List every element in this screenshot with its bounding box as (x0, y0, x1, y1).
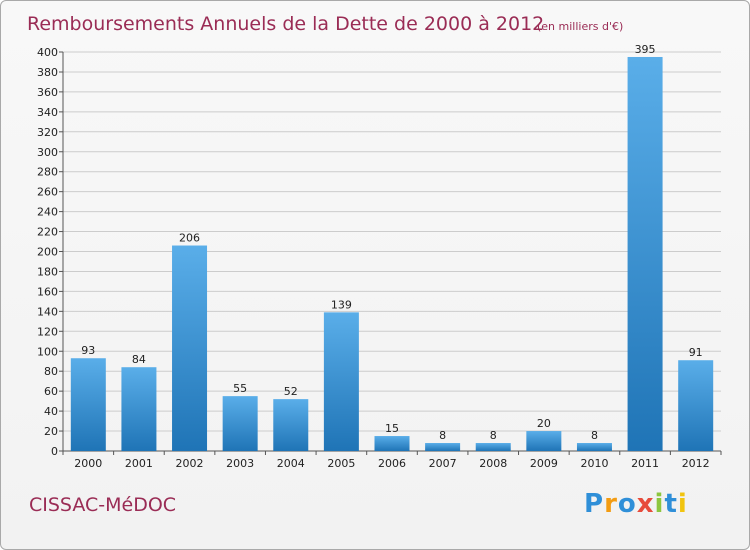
data-label-2009: 20 (537, 417, 551, 430)
commune-name: CISSAC-MéDOC (29, 494, 177, 516)
bar-2000 (70, 358, 106, 451)
x-tick-label: 2009 (530, 457, 558, 470)
x-tick-label: 2007 (429, 457, 457, 470)
data-label-2007: 8 (439, 429, 446, 442)
y-tick-label: 140 (37, 305, 58, 318)
y-tick-label: 0 (51, 445, 58, 458)
y-tick-label: 220 (37, 226, 58, 239)
bar-2007 (425, 443, 461, 451)
grid (63, 51, 721, 452)
x-tick-label: 2002 (176, 457, 204, 470)
y-tick-label: 60 (44, 385, 58, 398)
data-label-2012: 91 (689, 346, 703, 359)
y-tick-label: 80 (44, 365, 58, 378)
logo-letter: o (617, 489, 637, 519)
bar-2001 (121, 367, 157, 451)
x-tick-label: 2005 (327, 457, 355, 470)
bar-2004 (273, 399, 309, 451)
data-label-2003: 55 (233, 382, 247, 395)
x-tick-label: 2010 (580, 457, 608, 470)
bar-2012 (678, 360, 714, 451)
x-tick-label: 2011 (631, 457, 659, 470)
y-tick-label: 120 (37, 325, 58, 338)
data-label-2011: 395 (635, 43, 656, 56)
logo-letter: x (636, 489, 655, 519)
y-tick-label: 360 (37, 86, 58, 99)
data-label-2004: 52 (284, 385, 298, 398)
y-tick-label: 260 (37, 186, 58, 199)
y-tick-label: 380 (37, 66, 58, 79)
logo-letter: i (677, 489, 688, 519)
bar-2006 (374, 436, 410, 451)
data-label-2005: 139 (331, 298, 352, 311)
x-tick-label: 2000 (74, 457, 102, 470)
x-tick-label: 2004 (277, 457, 305, 470)
bar-2005 (323, 312, 359, 451)
chart-title: Remboursements Annuels de la Dette de 20… (27, 13, 544, 35)
chart-subtitle: (en milliers d'€) (537, 20, 623, 33)
y-tick-label: 340 (37, 106, 58, 119)
bar-2002 (172, 245, 208, 451)
data-label-2008: 8 (490, 429, 497, 442)
x-tick-label: 2006 (378, 457, 406, 470)
y-tick-label: 160 (37, 285, 58, 298)
x-axis: 2000 2001 2002 2003 2004 2005 2006 2007 2008 2009… (62, 451, 722, 470)
bar-2011 (627, 56, 663, 452)
y-tick-label: 100 (37, 345, 58, 358)
bar-2008 (475, 443, 511, 451)
y-tick-label: 240 (37, 206, 58, 219)
x-tick-label: 2008 (479, 457, 507, 470)
y-tick-label: 300 (37, 146, 58, 159)
logo-letter: t (664, 489, 678, 519)
x-tick-label: 2001 (125, 457, 153, 470)
y-tick-label: 180 (37, 265, 58, 278)
bar-2010 (576, 443, 612, 451)
x-tick-label: 2003 (226, 457, 254, 470)
y-tick-label: 320 (37, 126, 58, 139)
data-label-2006: 15 (385, 422, 399, 435)
y-tick-label: 20 (44, 425, 58, 438)
data-label-2000: 93 (81, 344, 95, 357)
logo-letter: r (604, 489, 618, 519)
logo-letter: P (584, 489, 605, 519)
data-labels: 93 84 206 55 52 139 15 8 8 20 8 395 91 (81, 43, 702, 442)
y-tick-label: 40 (44, 405, 58, 418)
y-tick-label: 280 (37, 166, 58, 179)
logo-letter: i (654, 489, 665, 519)
data-label-2001: 84 (132, 353, 146, 366)
data-label-2010: 8 (591, 429, 598, 442)
bar-2003 (222, 396, 258, 451)
proxiti-logo[interactable]: Proxiti (584, 489, 688, 519)
bar-2009 (526, 431, 562, 451)
y-tick-label: 400 (37, 46, 58, 59)
y-tick-label: 200 (37, 246, 58, 259)
data-label-2002: 206 (179, 232, 200, 245)
x-tick-label: 2012 (682, 457, 710, 470)
bars (70, 56, 714, 452)
